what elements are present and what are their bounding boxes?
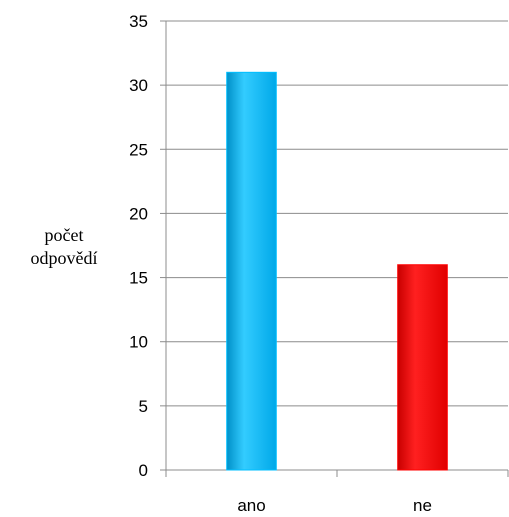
x-tick-label-ano: ano <box>237 496 265 515</box>
y-tick-label-10: 10 <box>129 333 148 352</box>
y-tick-label-25: 25 <box>129 140 148 159</box>
bar-ano <box>226 71 277 471</box>
x-tick-labels: ano ne <box>237 496 432 515</box>
y-tick-label-30: 30 <box>129 76 148 95</box>
axes <box>160 20 509 477</box>
y-tick-label-5: 5 <box>139 397 148 416</box>
y-axis-label-line-2: odpovědí <box>31 248 98 268</box>
bars <box>226 71 448 471</box>
y-axis-label-line-1: počet <box>45 225 84 245</box>
y-tick-label-0: 0 <box>139 461 148 480</box>
y-tick-label-35: 35 <box>129 12 148 31</box>
bar-ne <box>397 264 448 471</box>
y-tick-labels: 0 5 10 15 20 25 30 35 <box>129 12 148 480</box>
y-tick-label-15: 15 <box>129 269 148 288</box>
gridlines <box>166 20 508 407</box>
y-tick-label-20: 20 <box>129 204 148 223</box>
x-tick-label-ne: ne <box>413 496 432 515</box>
